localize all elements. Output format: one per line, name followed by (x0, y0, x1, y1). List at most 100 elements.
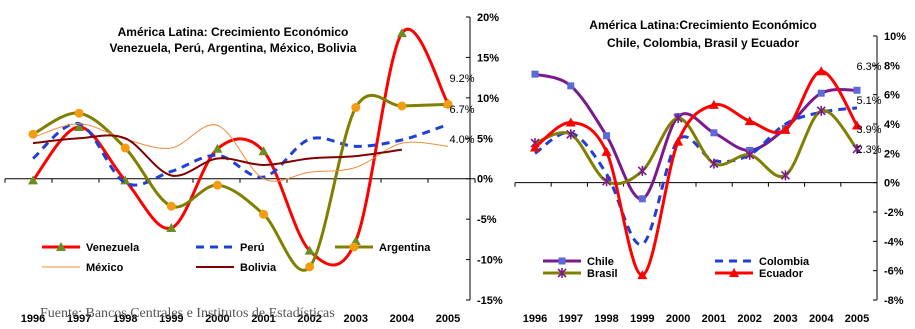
y-tick-label: 10% (884, 31, 906, 43)
data-point (28, 175, 38, 185)
y-tick-label: 20% (477, 12, 499, 24)
x-tick-label: 2001 (251, 313, 275, 325)
x-tick-label: 2004 (809, 313, 834, 325)
data-point (637, 165, 647, 176)
series-line-bolivia (32, 134, 403, 177)
data-point (708, 99, 719, 109)
x-tick-label: 2005 (845, 313, 869, 325)
legend-item: Venezuela (42, 242, 140, 254)
y-tick-label: 6% (884, 90, 900, 102)
data-point (709, 158, 719, 169)
legend-item: México (42, 262, 124, 274)
data-point (166, 201, 176, 211)
data-point (852, 120, 862, 130)
data-point (396, 28, 407, 38)
value-annotation: 5.1% (856, 95, 881, 107)
value-annotation: 9.2% (449, 73, 474, 85)
value-annotation: 6.7% (449, 104, 474, 116)
data-point (567, 82, 575, 90)
series-line-venezuela (31, 28, 450, 267)
x-tick-label: 1996 (21, 313, 45, 325)
data-point (601, 176, 612, 187)
x-tick-label: 2001 (702, 313, 726, 325)
data-point (74, 121, 85, 131)
chart-subtitle: Chile, Colombia, Brasil y Ecuador (607, 36, 799, 50)
data-point (397, 101, 407, 111)
legend-item: Colombia (715, 256, 810, 268)
chart-1: 20% 15% 10% 5% 0% -5% -10% -15% 1996 1997 1998 1999… (4, 12, 503, 325)
data-point (304, 245, 315, 255)
data-point (673, 113, 683, 124)
data-point (780, 124, 791, 134)
y-tick-label: 0% (884, 178, 900, 190)
x-tick-label: 1996 (523, 313, 547, 325)
y-tick-label: -2% (884, 207, 904, 219)
legend-item: Brasil (543, 268, 618, 280)
x-tick-label: 2004 (390, 313, 415, 325)
data-point (351, 103, 361, 113)
y-tick-label: -8% (884, 295, 904, 307)
source-note: Fuente: Bancos Centrales e Institutos de… (40, 306, 335, 321)
data-point (673, 136, 684, 146)
data-point (530, 142, 540, 152)
y-tick-label: -10% (477, 255, 503, 267)
series-line-colombia (534, 106, 858, 246)
legend-label: Venezuela (86, 242, 140, 254)
x-tick-label: 2000 (205, 313, 229, 325)
legend-label: Colombia (759, 256, 810, 268)
data-point (259, 209, 269, 219)
data-point (74, 108, 84, 118)
data-point (816, 66, 827, 76)
x-tick-label: 1998 (594, 313, 618, 325)
legend-marker (557, 268, 567, 278)
data-point (637, 270, 648, 280)
y-tick-label: 15% (477, 52, 499, 64)
legend-label: Chile (587, 256, 614, 268)
y-tick-label: 2% (884, 148, 900, 160)
legend-item: Perú (196, 242, 264, 254)
value-annotation: 2.3% (856, 144, 881, 156)
chart-title: América Latina:Crecimiento Económico (589, 18, 816, 32)
x-tick-label: 1999 (159, 313, 183, 325)
legend-item: Bolivia (196, 262, 277, 274)
legend-marker (56, 242, 66, 251)
value-annotation: 3.9% (856, 124, 881, 136)
data-point (744, 116, 755, 126)
data-point (565, 117, 576, 127)
legend-item: Argentina (335, 242, 431, 254)
data-point (710, 129, 718, 137)
chart-2: 10% 8% 6% 4% 2% 0% -2% -4% -6% -8% 1996 1997 1998 199… (514, 18, 906, 325)
data-point (443, 99, 453, 109)
x-tick-label: 1998 (113, 313, 137, 325)
y-tick-label: -15% (477, 295, 503, 307)
y-tick-label: -6% (884, 266, 904, 278)
legend-item: Chile (543, 256, 614, 268)
legend-marker (729, 268, 739, 277)
series-line-méxico (32, 123, 449, 182)
data-point (816, 105, 826, 116)
chart-subtitle: Venezuela, Perú, Argentina, México, Boli… (110, 41, 357, 55)
data-point (817, 89, 825, 97)
series-line-brasil (534, 109, 859, 186)
data-point (601, 146, 612, 156)
legend-label: Bolivia (240, 262, 277, 274)
y-tick-label: 8% (884, 60, 900, 72)
data-point (531, 70, 539, 78)
x-tick-label: 2002 (297, 313, 321, 325)
data-point (166, 223, 177, 233)
data-point (212, 180, 222, 190)
series-line-ecuador (534, 69, 859, 277)
legend-marker (558, 257, 566, 265)
x-tick-label: 2002 (737, 313, 761, 325)
x-tick-label: 2005 (436, 313, 460, 325)
legend-label: México (86, 262, 124, 274)
data-point (305, 262, 315, 272)
data-point (566, 129, 576, 140)
x-tick-label: 2000 (666, 313, 690, 325)
x-tick-label: 2003 (773, 313, 797, 325)
data-point (603, 132, 611, 140)
data-point (212, 143, 223, 153)
y-tick-label: 10% (477, 93, 499, 105)
legend-item: Ecuador (715, 268, 804, 280)
